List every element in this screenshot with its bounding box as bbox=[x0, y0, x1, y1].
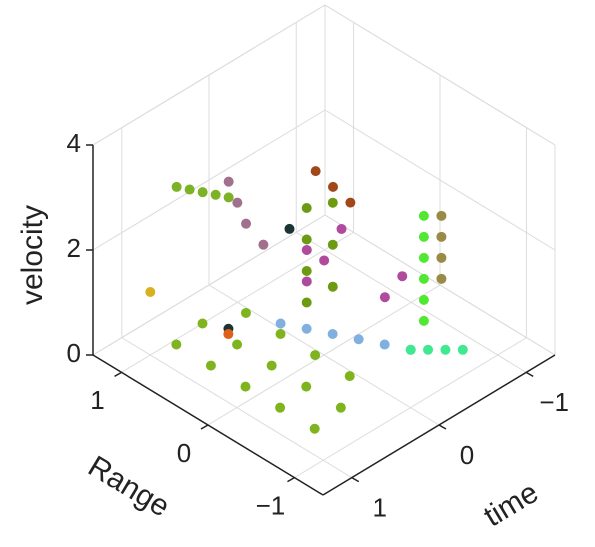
data-point bbox=[241, 218, 252, 229]
data-point bbox=[345, 197, 356, 208]
data-point bbox=[327, 239, 338, 250]
data-point bbox=[379, 292, 390, 303]
data-point bbox=[258, 239, 269, 250]
data-point bbox=[310, 166, 321, 177]
z-tick-label: 0 bbox=[67, 338, 81, 368]
data-point bbox=[301, 265, 312, 276]
data-point bbox=[223, 192, 234, 203]
x-tick bbox=[438, 424, 447, 430]
x-tick bbox=[351, 476, 360, 483]
grid-line bbox=[324, 4, 556, 146]
data-point bbox=[301, 381, 312, 392]
data-point bbox=[418, 315, 429, 326]
y-tick-label: 0 bbox=[177, 438, 191, 468]
data-point bbox=[232, 339, 243, 350]
grid-line bbox=[121, 231, 354, 373]
data-point bbox=[405, 344, 416, 355]
data-point bbox=[423, 344, 434, 355]
data-point bbox=[205, 360, 216, 371]
data-point bbox=[301, 323, 312, 334]
data-point bbox=[210, 189, 221, 200]
grid-line bbox=[207, 284, 441, 426]
y-tick bbox=[200, 424, 209, 430]
y-tick-label: 1 bbox=[90, 385, 104, 415]
data-point bbox=[301, 202, 312, 213]
data-point bbox=[440, 344, 451, 355]
data-point bbox=[328, 181, 339, 192]
z-axis-label: velocity bbox=[16, 205, 49, 305]
x-tick-label: 0 bbox=[460, 440, 474, 470]
grid-line bbox=[92, 4, 326, 146]
z-tick-label: 4 bbox=[67, 128, 81, 158]
data-point bbox=[301, 244, 312, 255]
data-point bbox=[266, 360, 277, 371]
data-point bbox=[436, 210, 447, 221]
data-point bbox=[223, 329, 234, 340]
data-point bbox=[418, 294, 429, 305]
data-point bbox=[275, 402, 286, 413]
data-point bbox=[301, 297, 312, 308]
data-point bbox=[171, 339, 182, 350]
data-point bbox=[223, 176, 234, 187]
x-tick-label: −1 bbox=[539, 387, 569, 417]
data-point bbox=[145, 287, 156, 297]
grid-line bbox=[294, 337, 527, 479]
data-point bbox=[232, 197, 243, 208]
data-point bbox=[284, 223, 295, 234]
data-point bbox=[418, 252, 429, 263]
data-point bbox=[327, 329, 338, 340]
data-point bbox=[197, 187, 208, 198]
data-point bbox=[397, 271, 408, 282]
data-point bbox=[327, 197, 338, 208]
data-point bbox=[418, 273, 429, 284]
grid-line bbox=[324, 214, 556, 356]
data-point bbox=[319, 255, 330, 266]
data-point bbox=[436, 252, 447, 263]
data-point bbox=[436, 273, 447, 284]
data-point bbox=[436, 231, 447, 242]
data-point bbox=[327, 281, 338, 292]
data-point bbox=[335, 402, 346, 413]
z-tick-label: 2 bbox=[67, 233, 81, 263]
data-point bbox=[344, 371, 355, 382]
data-point bbox=[353, 334, 364, 345]
data-point bbox=[309, 423, 320, 434]
grid-line bbox=[92, 214, 326, 356]
x-tick-label: 1 bbox=[373, 493, 387, 523]
data-point bbox=[275, 329, 286, 340]
data-point bbox=[240, 307, 251, 318]
y-tick-label: −1 bbox=[256, 491, 286, 521]
y-axis-label: Range bbox=[82, 450, 175, 524]
y-tick bbox=[114, 371, 122, 378]
data-point bbox=[301, 276, 312, 287]
data-point bbox=[171, 181, 182, 192]
data-point bbox=[184, 184, 195, 195]
grid-line bbox=[324, 109, 556, 251]
grid-line bbox=[92, 109, 326, 251]
data-point bbox=[379, 339, 390, 350]
data-point bbox=[301, 234, 312, 245]
data-point bbox=[240, 381, 251, 392]
data-point bbox=[197, 318, 208, 329]
data-point bbox=[418, 231, 429, 242]
data-point bbox=[457, 344, 468, 355]
data-point bbox=[275, 318, 286, 329]
data-point bbox=[336, 223, 347, 234]
data-point bbox=[418, 210, 429, 221]
x-tick bbox=[525, 371, 534, 378]
y-tick bbox=[287, 476, 295, 483]
data-point bbox=[310, 350, 321, 361]
x-axis-label: time bbox=[478, 476, 544, 533]
